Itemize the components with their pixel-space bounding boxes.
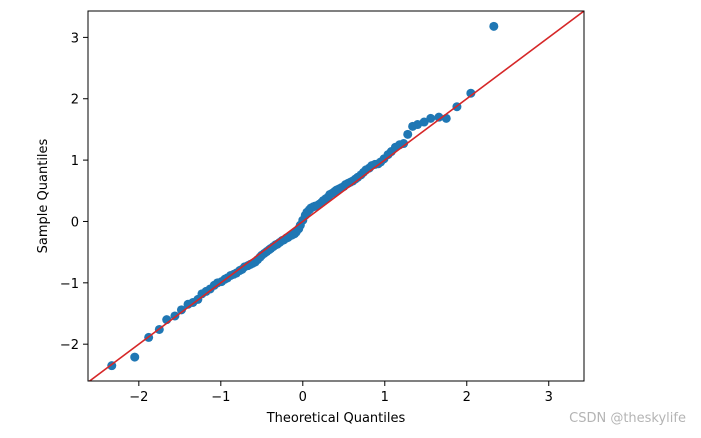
x-tick-label: −1 — [211, 390, 230, 405]
x-tick-label: 2 — [463, 390, 471, 405]
data-point — [399, 139, 409, 149]
data-point — [441, 113, 451, 123]
y-tick-label: 2 — [71, 93, 79, 108]
data-point — [176, 305, 186, 315]
y-tick-label: −1 — [60, 277, 79, 292]
data-point — [426, 113, 436, 123]
x-tick-label: −2 — [129, 390, 148, 405]
data-point — [130, 352, 140, 362]
data-point — [419, 117, 429, 127]
x-tick-label: 3 — [545, 390, 553, 405]
x-tick-label: 1 — [381, 390, 389, 405]
axis-ticks: −2 −1 0 1 2 3 −2 −1 0 1 2 3 — [60, 31, 553, 405]
y-axis-label: Sample Quantiles — [36, 138, 51, 253]
y-tick-label: −2 — [60, 338, 79, 353]
reference-line — [88, 11, 584, 381]
data-point — [466, 88, 476, 98]
x-axis-label: Theoretical Quantiles — [266, 411, 406, 426]
y-tick-label: 3 — [71, 31, 79, 46]
data-point — [434, 112, 444, 122]
y-tick-label: 1 — [71, 154, 79, 169]
watermark-text: CSDN @theskylife — [569, 411, 686, 426]
y-tick-label: 0 — [71, 215, 79, 230]
data-point — [489, 21, 499, 31]
data-point — [403, 129, 413, 139]
x-tick-label: 0 — [299, 390, 307, 405]
plot-frame — [87, 10, 585, 382]
